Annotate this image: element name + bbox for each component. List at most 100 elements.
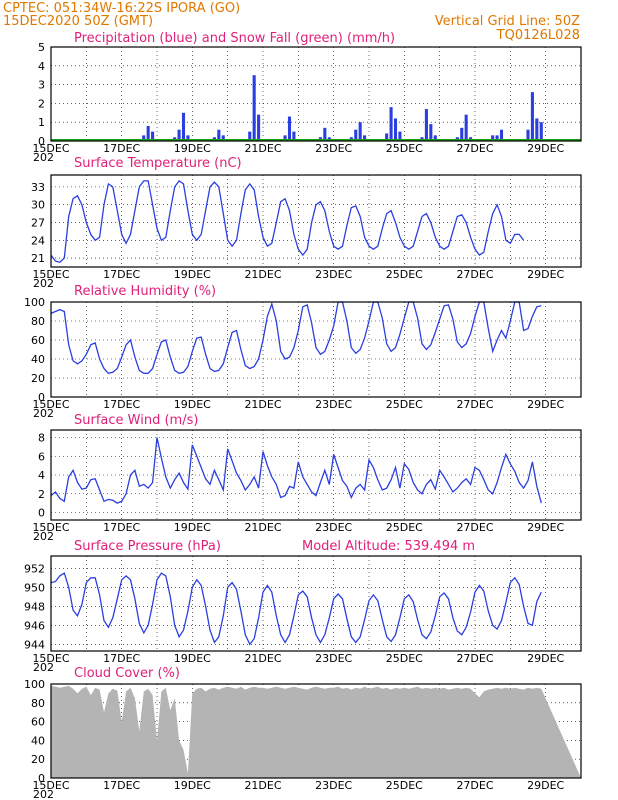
temperature-panel: 21 24 27 30 33 15DEC 17DEC 19DEC 21DEC 23DEC 25DEC…	[31, 156, 582, 290]
header-run-time: 15DEC2020 50Z (GMT)	[3, 14, 153, 29]
temperature-frame	[50, 174, 582, 268]
pressure-frame	[50, 555, 582, 652]
wind-ytick-label: 4	[38, 469, 45, 482]
precip-bar	[186, 135, 190, 141]
precip-xtick-label: 21DEC	[244, 142, 281, 155]
pressure-xtick-label: 15DEC	[32, 652, 69, 665]
precip-bar	[393, 118, 398, 141]
wind-frame	[50, 429, 582, 521]
precip-bar	[287, 116, 292, 141]
precip-bar	[433, 135, 437, 141]
precip-xtick-label: 29DEC	[527, 142, 564, 155]
pressure-xtick-label: 19DEC	[174, 652, 211, 665]
precip-xtick-label: 23DEC	[315, 142, 352, 155]
precip-year-fragment: 202	[33, 151, 54, 164]
precip-bar	[499, 129, 504, 141]
wind-year-fragment: 202	[33, 530, 54, 543]
temperature-xtick-label: 15DEC	[32, 268, 69, 281]
wind-ytick-label: 6	[38, 450, 45, 463]
precip-bar	[257, 114, 261, 141]
temperature-xtick-label: 29DEC	[527, 268, 564, 281]
precip-bar	[292, 131, 296, 141]
precip-bar	[363, 135, 367, 141]
humidity-frame	[50, 301, 582, 398]
humidity-panel: 0 20 40 60 80 100 15DEC 17DEC 19DEC 21DEC 23DEC 25D…	[24, 284, 582, 420]
wind-title: Surface Wind (m/s)	[74, 413, 198, 428]
cloud-xtick-label: 19DEC	[174, 779, 211, 792]
humidity-ytick-label: 80	[31, 315, 45, 328]
cloud-ytick-label: 20	[31, 753, 45, 766]
temperature-title: Surface Temperature (nC)	[74, 156, 242, 171]
cloud-ytick-label: 0	[38, 772, 45, 785]
wind-line	[50, 437, 542, 504]
precip-bar	[283, 135, 287, 141]
pressure-title: Surface Pressure (hPa)	[74, 539, 221, 554]
humidity-ytick-label: 100	[24, 296, 45, 309]
precip-bar	[530, 92, 534, 141]
precip-bar	[535, 118, 539, 141]
temperature-xtick-label: 19DEC	[174, 268, 211, 281]
precip-bar	[464, 114, 468, 141]
humidity-xtick-label: 23DEC	[315, 398, 352, 411]
temperature-ytick-label: 24	[31, 234, 45, 247]
precip-ytick-label: 4	[38, 60, 45, 73]
pressure-panel: 944 946 948 950 952 15DEC 17DEC 19DEC 21DEC 23DEC…	[24, 539, 582, 674]
cloud-cover-area	[51, 685, 581, 778]
wind-xtick-label: 17DEC	[103, 521, 140, 534]
precip-ytick-label: 2	[38, 97, 45, 110]
precip-title: Precipitation (blue) and Snow Fall (gree…	[74, 31, 395, 46]
precip-ytick-label: 1	[38, 116, 45, 129]
precip-bar	[221, 135, 225, 141]
pressure-ytick-label: 952	[24, 562, 45, 575]
wind-xtick-label: 19DEC	[174, 521, 211, 534]
temperature-ytick-label: 27	[31, 216, 45, 229]
temperature-ytick-label: 21	[31, 252, 45, 265]
humidity-xtick-label: 17DEC	[103, 398, 140, 411]
wind-ytick-label: 2	[38, 488, 45, 501]
pressure-ytick-label: 944	[24, 638, 45, 651]
temperature-year-fragment: 202	[33, 277, 54, 290]
pressure-ytick-label: 946	[24, 619, 45, 632]
humidity-xtick-label: 21DEC	[244, 398, 281, 411]
temperature-xtick-label: 27DEC	[456, 268, 493, 281]
precip-bar	[398, 131, 402, 141]
cloud-xtick-label: 27DEC	[456, 779, 493, 792]
precip-bar	[252, 75, 256, 141]
pressure-ytick-label: 948	[24, 600, 45, 613]
precip-xtick-label: 15DEC	[32, 142, 69, 155]
humidity-year-fragment: 202	[33, 407, 54, 420]
cloud-ytick-label: 100	[24, 678, 45, 691]
precip-bar	[389, 107, 393, 141]
wind-ytick-label: 0	[38, 507, 45, 520]
cloud-xtick-label: 15DEC	[32, 779, 69, 792]
cloud-xtick-label: 21DEC	[244, 779, 281, 792]
wind-ytick-label: 8	[38, 432, 45, 445]
precip-xtick-label: 19DEC	[174, 142, 211, 155]
precip-bar	[248, 131, 252, 141]
humidity-ytick-label: 60	[31, 334, 45, 347]
precip-bar	[354, 129, 358, 141]
panels-group: 0 1 2 3 4 5 15DEC 17DEC 19DEC 21DEC 23DEC 25DEC 27DE…	[24, 31, 582, 800]
humidity-ytick-label: 0	[38, 391, 45, 404]
precip-bar	[424, 109, 428, 141]
humidity-xtick-label: 25DEC	[386, 398, 423, 411]
header-model-code: TQ0126L028	[496, 28, 580, 43]
pressure-xtick-label: 25DEC	[386, 652, 423, 665]
wind-xtick-label: 25DEC	[386, 521, 423, 534]
header-location: CPTEC: 051:34W-16:22S IPORA (GO)	[3, 1, 240, 16]
humidity-title: Relative Humidity (%)	[74, 284, 216, 299]
humidity-xtick-label: 15DEC	[32, 398, 69, 411]
precip-bar	[217, 129, 221, 141]
cloud-xtick-label: 29DEC	[527, 779, 564, 792]
wind-xtick-label: 27DEC	[456, 521, 493, 534]
precip-xtick-label: 27DEC	[456, 142, 493, 155]
humidity-xtick-label: 29DEC	[527, 398, 564, 411]
pressure-xtick-label: 23DEC	[315, 652, 352, 665]
cloud-panel: 0 20 40 60 80 100 15DEC 17DEC 19DEC 21DEC 23DEC 25D…	[24, 666, 582, 800]
precip-bar	[526, 129, 530, 141]
precip-ytick-label: 3	[38, 79, 45, 92]
wind-xtick-label: 15DEC	[32, 521, 69, 534]
precip-bar	[460, 127, 464, 141]
precip-bar	[358, 122, 362, 141]
precip-bar	[539, 122, 543, 141]
